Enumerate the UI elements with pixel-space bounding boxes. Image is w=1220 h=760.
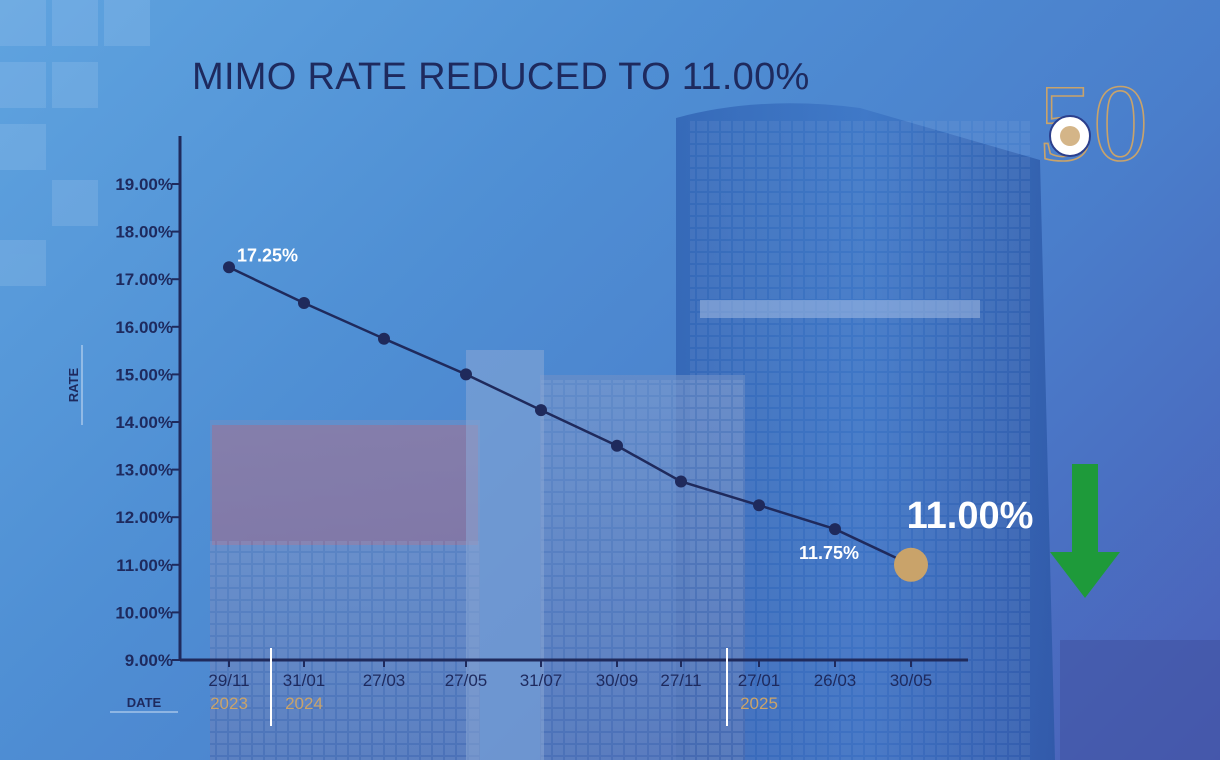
- x-tick-label: 29/11: [208, 671, 249, 690]
- data-point: [378, 332, 390, 345]
- data-point: [829, 523, 841, 536]
- x-tick-label: 27/11: [660, 671, 701, 690]
- rate-series: [223, 261, 928, 582]
- data-point: [298, 297, 310, 309]
- y-tick-label: 14.00%: [115, 413, 173, 432]
- x-tick-label: 31/01: [283, 671, 326, 690]
- y-tick-label: 15.00%: [115, 365, 173, 384]
- y-tick-label: 13.00%: [115, 461, 173, 480]
- y-tick-label: 9.00%: [125, 651, 173, 670]
- data-label-penultimate: 11.75%: [799, 543, 859, 563]
- year-label: 2024: [285, 694, 323, 713]
- y-tick-label: 12.00%: [115, 508, 173, 527]
- data-point: [460, 368, 472, 381]
- banco-de-mocambique-50-years-logo: 50: [1037, 70, 1149, 185]
- y-axis-ticks: 9.00% 10.00% 11.00% 12.00% 13.00% 14.00% 15.00…: [115, 175, 180, 670]
- chart-title: MIMO RATE REDUCED TO 11.00%: [192, 56, 810, 98]
- data-point: [611, 439, 623, 452]
- y-axis-label: RATE: [66, 367, 81, 402]
- y-tick-label: 11.00%: [116, 556, 173, 575]
- latest-rate-point: [894, 547, 928, 582]
- x-tick-label: 30/05: [890, 671, 933, 690]
- y-tick-label: 19.00%: [115, 175, 173, 194]
- series-line: [228, 266, 912, 566]
- y-tick-label: 10.00%: [115, 603, 173, 622]
- x-tick-label: 27/01: [738, 671, 781, 690]
- y-tick-label: 17.00%: [115, 270, 173, 289]
- data-point: [675, 475, 687, 488]
- y-tick-label: 18.00%: [115, 223, 173, 242]
- x-axis-ticks: 29/11 31/01 27/03 27/05 31/07 30/09 27/11 27/01…: [208, 648, 932, 726]
- axes: RATE DATE: [66, 136, 968, 713]
- data-point: [223, 261, 235, 274]
- y-tick-label: 16.00%: [115, 318, 173, 337]
- x-tick-label: 27/03: [363, 671, 406, 690]
- year-label: 2023: [210, 694, 248, 713]
- x-tick-label: 27/05: [445, 671, 488, 690]
- data-point: [753, 499, 765, 512]
- annotations: 17.25% 11.75% 11.00%: [237, 245, 1120, 598]
- data-label-first: 17.25%: [237, 245, 298, 265]
- year-label: 2025: [740, 694, 778, 713]
- down-arrow-icon: [1050, 464, 1120, 598]
- x-tick-label: 26/03: [814, 671, 857, 690]
- x-axis-label: DATE: [127, 695, 162, 710]
- x-tick-label: 30/09: [596, 671, 639, 690]
- x-tick-label: 31/07: [520, 671, 563, 690]
- data-label-latest-rate: 11.00%: [907, 495, 1034, 537]
- data-point: [535, 404, 547, 417]
